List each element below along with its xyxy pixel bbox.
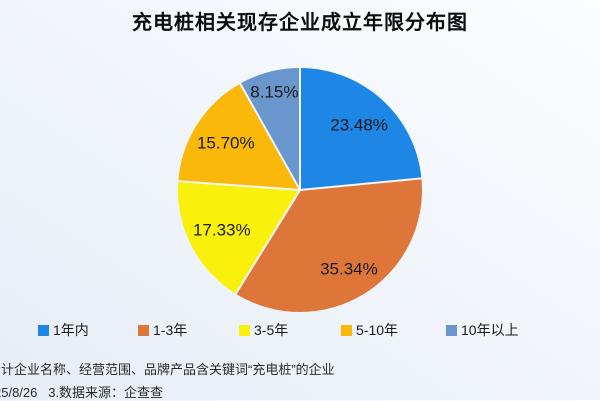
pie-slice-5-10年: [178, 83, 300, 190]
pie-label-1年内: 23.48%: [330, 116, 388, 135]
legend-item-label: 5-10年: [356, 322, 399, 338]
footnote-scope: 计企业名称、经营范围、品牌产品含关键词“充电桩”的企业: [1, 362, 335, 377]
legend-item-1年内: 1年内: [38, 320, 89, 340]
legend-item-label: 1-3年: [153, 322, 188, 338]
legend-item-label: 1年内: [53, 322, 89, 338]
slice-separator: [234, 189, 301, 295]
legend-item-label: 10年以上: [461, 322, 519, 338]
slice-separator: [178, 180, 301, 191]
legend-swatch-icon: [239, 324, 250, 336]
pie-label-3-5年: 17.33%: [193, 221, 251, 240]
pie-slice-10年以上: [240, 68, 300, 190]
pie-slice-1-3年: [235, 178, 422, 312]
legend-swatch-icon: [341, 324, 352, 336]
legend-item-label: 3-5年: [254, 322, 289, 338]
pie-slice-3-5年: [178, 181, 300, 294]
slice-separator: [239, 83, 301, 191]
legend-item-5-10年: 5-10年: [341, 320, 398, 340]
pie-label-5-10年: 15.70%: [197, 133, 255, 152]
pie-slice-1年内: [300, 68, 422, 190]
legend: 1年内 1-3年 3-5年 5-10年 10年以上: [0, 320, 600, 338]
slice-separator: [299, 177, 422, 191]
pie-label-10年以上: 8.15%: [250, 83, 298, 102]
chart-title: 充电桩相关现存企业成立年限分布图: [132, 12, 468, 34]
legend-item-3-5年: 3-5年: [239, 320, 288, 340]
footnote-source: 25/8/26 3.数据来源：企查查: [0, 385, 164, 400]
legend-swatch-icon: [138, 324, 149, 336]
legend-swatch-icon: [446, 324, 457, 336]
legend-item-1-3年: 1-3年: [138, 320, 187, 340]
legend-swatch-icon: [38, 324, 49, 336]
legend-item-10年以上: 10年以上: [446, 320, 519, 340]
pie-label-1-3年: 35.34%: [320, 259, 378, 278]
